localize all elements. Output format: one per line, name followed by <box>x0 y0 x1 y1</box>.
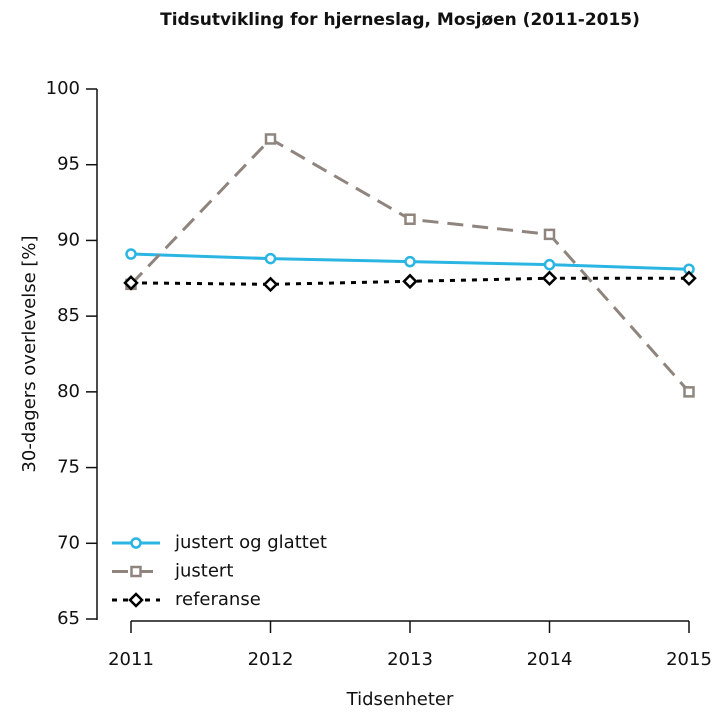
legend-marker <box>130 565 142 578</box>
data-point <box>404 255 416 268</box>
data-point <box>402 273 418 290</box>
legend-marker <box>130 537 142 549</box>
data-point <box>681 270 697 287</box>
y-tick-label: 95 <box>57 154 80 175</box>
data-point <box>404 213 416 225</box>
y-tick-label: 90 <box>57 229 80 250</box>
data-point <box>541 270 558 287</box>
data-point <box>125 248 137 260</box>
data-point <box>262 276 279 293</box>
legend-marker <box>128 592 144 608</box>
data-point <box>683 386 695 398</box>
data-point <box>543 258 556 271</box>
chart-title: Tidsutvikling for hjerneslag, Mosjøen (2… <box>160 10 640 30</box>
x-tick-label: 2011 <box>108 649 154 670</box>
y-tick-label: 75 <box>57 457 80 478</box>
legend-label: justert og glattet <box>174 532 327 553</box>
data-point <box>543 228 556 241</box>
y-tick-label: 85 <box>57 305 80 326</box>
y-tick-label: 70 <box>57 532 80 553</box>
data-point <box>264 133 277 145</box>
legend-label: justert <box>174 561 233 582</box>
x-tick-label: 2014 <box>527 649 573 670</box>
x-tick-label: 2015 <box>666 649 712 670</box>
y-axis-label: 30-dagers overlevelse [%] <box>19 235 40 472</box>
legend-label: referanse <box>175 589 261 610</box>
y-tick-label: 80 <box>57 381 80 402</box>
data-point <box>123 275 139 291</box>
y-tick-label: 100 <box>46 78 80 99</box>
data-point <box>264 252 277 265</box>
x-tick-label: 2013 <box>387 649 433 670</box>
x-axis-label: Tidsenheter <box>346 689 454 710</box>
x-tick-label: 2012 <box>248 649 294 670</box>
y-tick-label: 65 <box>57 608 80 629</box>
